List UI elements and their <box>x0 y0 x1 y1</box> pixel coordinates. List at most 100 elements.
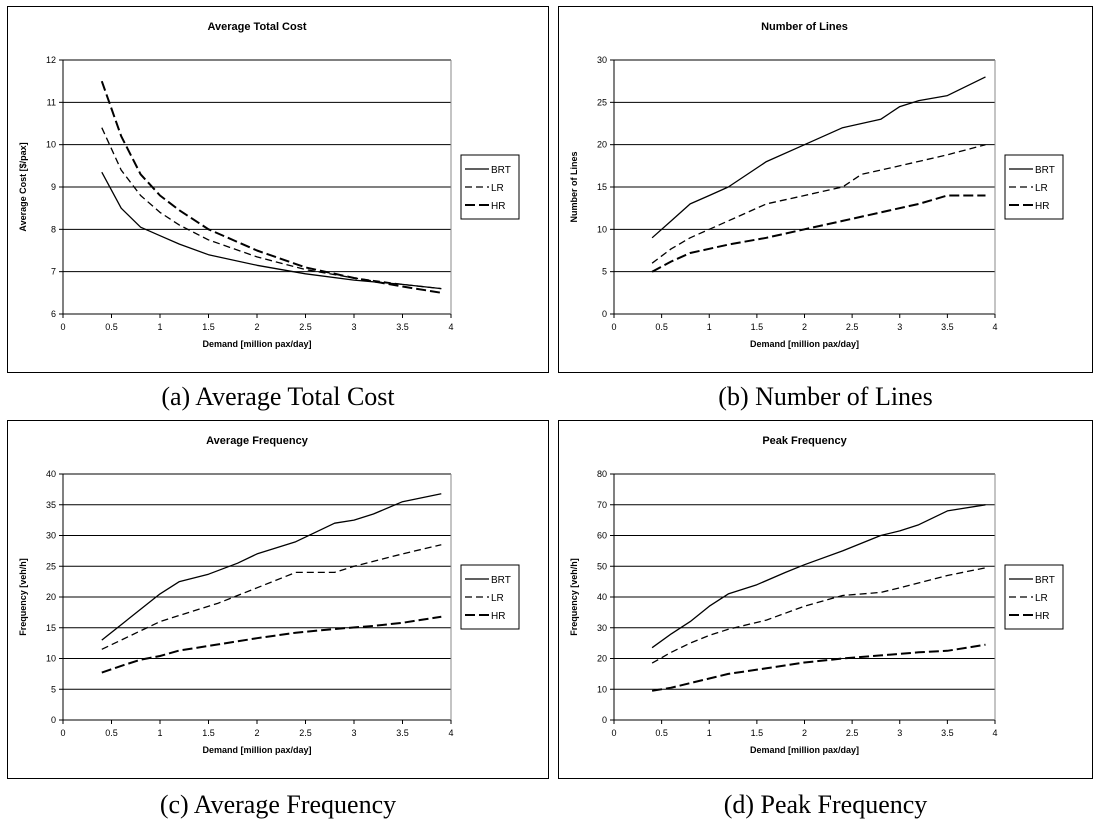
x-tick-label: 0 <box>611 728 616 738</box>
x-tick-label: 0.5 <box>105 322 118 332</box>
y-tick-label: 40 <box>597 592 607 602</box>
y-tick-label: 10 <box>46 140 56 150</box>
x-tick-label: 4 <box>448 322 453 332</box>
x-tick-label: 0 <box>60 728 65 738</box>
series-line-hr <box>651 194 986 273</box>
y-tick-label: 10 <box>46 654 56 664</box>
series-line-brt <box>101 493 442 641</box>
y-axis-label: Average Cost [$/pax] <box>18 142 28 231</box>
x-tick-label: 3 <box>897 728 902 738</box>
y-axis-label: Frequency [veh/h] <box>569 558 579 636</box>
chart-svg: Number of Lines 0 5 10 15 20 25 30 0 0.5 1 1.5 2 2.5 3… <box>569 21 1064 349</box>
y-tick-label: 8 <box>51 224 56 234</box>
x-tick-label: 2.5 <box>299 728 312 738</box>
y-tick-label: 7 <box>51 267 56 277</box>
series-line-hr <box>100 80 442 294</box>
y-tick-label: 25 <box>597 97 607 107</box>
x-tick-label: 1.5 <box>202 728 215 738</box>
chart-title: Number of Lines <box>761 21 848 33</box>
y-tick-label: 15 <box>597 182 607 192</box>
chart-svg: Average Total Cost 6 7 8 9 10 11 12 0 0.5 1 1.5 2 2.5… <box>18 21 520 349</box>
chart-title: Average Total Cost <box>207 21 306 33</box>
chart-panel-peak-frequency: Peak Frequency 0 10 20 30 40 50 60 70 80 0 0.5 1 1.5 2… <box>558 420 1093 779</box>
x-axis-label: Demand [million pax/day] <box>202 745 311 755</box>
series-line-lr <box>101 127 442 290</box>
x-tick-label: 1.5 <box>202 322 215 332</box>
legend-label-lr: LR <box>1035 183 1048 194</box>
y-tick-label: 5 <box>51 684 56 694</box>
chart-svg: Peak Frequency 0 10 20 30 40 50 60 70 80 0 0.5 1 1.5 2… <box>569 435 1064 755</box>
x-tick-label: 1.5 <box>751 728 764 738</box>
caption-average-frequency: (c) Average Frequency <box>159 790 397 819</box>
chart-svg: Average Frequency 0 5 10 15 20 25 30 35 40 0 0.5 1 1.… <box>18 435 520 755</box>
legend-label-lr: LR <box>1035 593 1048 604</box>
legend-label-brt: BRT <box>491 165 511 176</box>
x-tick-label: 4 <box>992 322 997 332</box>
x-tick-label: 3.5 <box>396 322 409 332</box>
x-tick-label: 3.5 <box>941 322 954 332</box>
y-tick-label: 25 <box>46 561 56 571</box>
chart-panel-average-total-cost: Average Total Cost 6 7 8 9 10 11 12 0 0.5 1 1.5 2 2.5… <box>7 6 549 373</box>
x-tick-label: 4 <box>448 728 453 738</box>
y-tick-label: 0 <box>602 309 607 319</box>
legend-label-hr: HR <box>1035 611 1049 622</box>
x-tick-label: 1 <box>157 728 162 738</box>
y-tick-label: 70 <box>597 500 607 510</box>
legend-label-hr: HR <box>491 611 505 622</box>
series-line-brt <box>101 171 442 290</box>
series-line-lr <box>651 567 986 664</box>
x-tick-label: 2.5 <box>846 728 859 738</box>
x-tick-label: 0 <box>611 322 616 332</box>
chart-panel-number-of-lines: Number of Lines 0 5 10 15 20 25 30 0 0.5 1 1.5 2 2.5 3… <box>558 6 1093 373</box>
x-tick-label: 2 <box>254 322 259 332</box>
x-tick-label: 3 <box>351 322 356 332</box>
x-tick-label: 4 <box>992 728 997 738</box>
legend-label-lr: LR <box>491 183 504 194</box>
y-tick-label: 10 <box>597 224 607 234</box>
y-tick-label: 0 <box>602 715 607 725</box>
y-tick-label: 40 <box>46 469 56 479</box>
caption-number-of-lines: (b) Number of Lines <box>718 382 933 411</box>
legend-label-lr: LR <box>491 593 504 604</box>
legend-label-brt: BRT <box>491 575 511 586</box>
legend-label-brt: BRT <box>1035 575 1055 586</box>
y-tick-label: 20 <box>597 654 607 664</box>
legend-label-hr: HR <box>491 201 505 212</box>
y-tick-label: 30 <box>597 623 607 633</box>
series-line-brt <box>651 76 986 239</box>
x-tick-label: 3 <box>897 322 902 332</box>
y-tick-label: 20 <box>46 592 56 602</box>
y-tick-label: 60 <box>597 531 607 541</box>
x-axis-label: Demand [million pax/day] <box>750 339 859 349</box>
x-tick-label: 3.5 <box>941 728 954 738</box>
x-axis-label: Demand [million pax/day] <box>750 745 859 755</box>
x-tick-label: 1.5 <box>751 322 764 332</box>
x-tick-label: 3 <box>351 728 356 738</box>
y-tick-label: 9 <box>51 182 56 192</box>
x-tick-label: 1 <box>157 322 162 332</box>
y-tick-label: 50 <box>597 561 607 571</box>
series-line-lr <box>651 144 986 264</box>
x-tick-label: 2 <box>802 322 807 332</box>
y-tick-label: 0 <box>51 715 56 725</box>
legend-label-brt: BRT <box>1035 165 1055 176</box>
x-tick-label: 0 <box>60 322 65 332</box>
x-tick-label: 1 <box>707 322 712 332</box>
series-line-hr <box>101 615 442 674</box>
caption-average-total-cost: (a) Average Total Cost <box>161 382 395 411</box>
y-tick-label: 30 <box>597 55 607 65</box>
x-tick-label: 1 <box>707 728 712 738</box>
x-tick-label: 3.5 <box>396 728 409 738</box>
x-tick-label: 2 <box>254 728 259 738</box>
x-tick-label: 0.5 <box>655 728 668 738</box>
y-tick-label: 20 <box>597 140 607 150</box>
y-tick-label: 15 <box>46 623 56 633</box>
y-tick-label: 5 <box>602 267 607 277</box>
series-line-hr <box>651 643 986 692</box>
x-tick-label: 2 <box>802 728 807 738</box>
x-tick-label: 2.5 <box>846 322 859 332</box>
chart-title: Average Frequency <box>206 435 309 447</box>
y-tick-label: 35 <box>46 500 56 510</box>
x-tick-label: 2.5 <box>299 322 312 332</box>
chart-title: Peak Frequency <box>762 435 847 447</box>
